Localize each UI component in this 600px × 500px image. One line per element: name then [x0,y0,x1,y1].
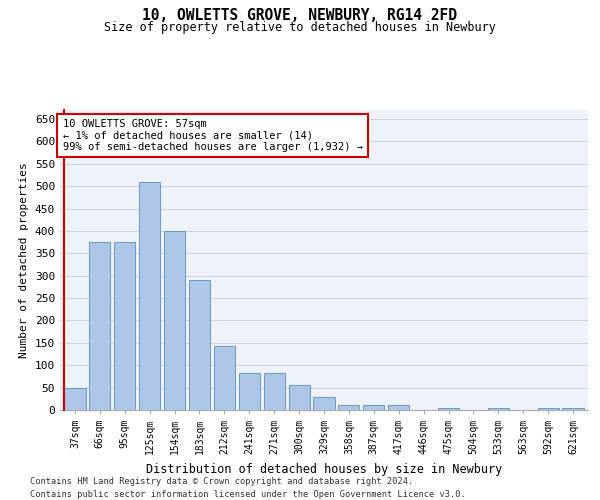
Bar [239,374,260,410]
Bar [562,408,584,410]
Text: Size of property relative to detached houses in Newbury: Size of property relative to detached ho… [104,21,496,34]
Bar [538,408,559,410]
Bar [488,408,509,410]
Bar [114,242,136,410]
X-axis label: Distribution of detached houses by size in Newbury: Distribution of detached houses by size … [146,462,502,475]
Y-axis label: Number of detached properties: Number of detached properties [19,162,29,358]
Text: Contains public sector information licensed under the Open Government Licence v3: Contains public sector information licen… [30,490,466,499]
Bar [363,404,385,410]
Bar [338,404,359,410]
Bar [289,386,310,410]
Bar [313,396,335,410]
Bar [164,231,185,410]
Bar [263,374,285,410]
Text: Contains HM Land Registry data © Crown copyright and database right 2024.: Contains HM Land Registry data © Crown c… [30,478,413,486]
Bar [388,404,409,410]
Bar [189,280,210,410]
Bar [438,408,459,410]
Bar [64,388,86,410]
Bar [139,182,160,410]
Text: 10 OWLETTS GROVE: 57sqm
← 1% of detached houses are smaller (14)
99% of semi-det: 10 OWLETTS GROVE: 57sqm ← 1% of detached… [62,119,362,152]
Bar [214,346,235,410]
Text: 10, OWLETTS GROVE, NEWBURY, RG14 2FD: 10, OWLETTS GROVE, NEWBURY, RG14 2FD [143,8,458,22]
Bar [89,242,110,410]
